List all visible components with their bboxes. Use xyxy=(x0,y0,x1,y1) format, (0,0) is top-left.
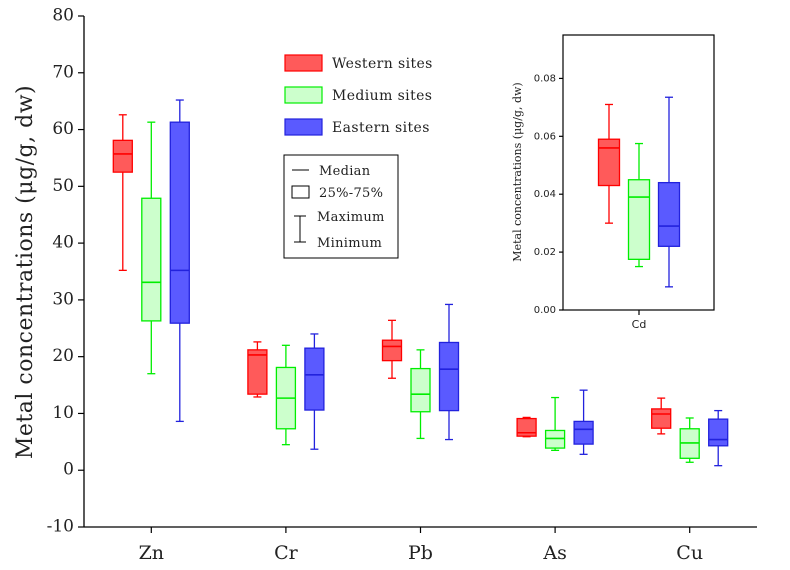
box-Cr-2 xyxy=(304,333,325,450)
y-tick-label: 30 xyxy=(52,289,74,309)
iqr-box xyxy=(544,429,566,449)
legend-swatch-medium xyxy=(284,86,323,104)
iqr-box xyxy=(304,347,325,411)
inset-y-tick-label: 0.04 xyxy=(534,189,556,200)
key-iqr-label: 25%-75% xyxy=(319,186,383,201)
y-tick-label: 70 xyxy=(52,62,74,82)
key-maximum-label: Maximum xyxy=(317,210,385,225)
iqr-box xyxy=(573,420,594,445)
legend-eastern: Eastern sites xyxy=(284,118,430,136)
y-axis-label: Metal concentrations (μg/g, dw) xyxy=(13,85,38,459)
x-tick-label: Pb xyxy=(408,542,433,564)
iqr-box xyxy=(169,121,190,324)
box-Pb-1 xyxy=(410,349,431,440)
inset-y-tick-label: 0.00 xyxy=(534,305,556,316)
iqr-box xyxy=(438,341,460,412)
main-plot: -10 0 10 20 30 40 50 60 70 80 Zn Cr Pb As Cu Metal co… xyxy=(13,6,757,564)
box-Zn-1 xyxy=(141,121,162,375)
y-tick-label: 60 xyxy=(52,119,74,139)
iqr-box xyxy=(247,349,268,395)
box-Pb-2 xyxy=(438,303,460,441)
y-tick-label: 80 xyxy=(52,6,74,26)
box-Cu-2 xyxy=(708,409,729,467)
legend-label-eastern: Eastern sites xyxy=(332,120,430,136)
inset-y-tick-label: 0.08 xyxy=(534,73,556,84)
box-Cu-1 xyxy=(679,417,700,463)
inset-box-series xyxy=(597,96,681,288)
inset-category-label: Cd xyxy=(632,318,647,331)
box-As-0 xyxy=(516,416,537,438)
key-minimum-label: Minimum xyxy=(317,236,382,251)
y-tick-label: 0 xyxy=(63,460,74,480)
x-tick-label: As xyxy=(542,542,566,564)
y-tick-label: 20 xyxy=(52,346,74,366)
legend-medium: Medium sites xyxy=(284,86,432,104)
inset-box-2 xyxy=(657,96,681,288)
box-series xyxy=(112,99,729,467)
inset-y-axis-label: Metal concentrations (μg/g, dw) xyxy=(511,82,524,261)
box-Cr-1 xyxy=(275,344,297,446)
key-median-label: Median xyxy=(319,164,371,179)
legend-western: Western sites xyxy=(284,54,433,72)
legend-swatch-western xyxy=(284,54,323,72)
x-tick-label: Zn xyxy=(139,542,164,564)
y-tick-label: -10 xyxy=(47,517,74,537)
iqr-box xyxy=(708,418,729,447)
inset-box-1 xyxy=(627,142,651,268)
inset-y-ticks: 0.00 0.02 0.04 0.06 0.08 xyxy=(534,73,563,316)
iqr-box xyxy=(651,408,672,429)
iqr-box xyxy=(381,339,403,362)
legend-label-western: Western sites xyxy=(332,56,433,72)
x-tick-label: Cu xyxy=(676,542,703,564)
box-As-2 xyxy=(573,389,594,455)
legend-label-medium: Medium sites xyxy=(332,88,432,104)
y-tick-label: 40 xyxy=(52,233,74,253)
y-tick-label: 50 xyxy=(52,176,74,196)
iqr-box xyxy=(516,417,537,437)
iqr-box xyxy=(657,181,681,247)
iqr-box xyxy=(627,179,651,260)
box-key: Median 25%-75% Maximum Minimum xyxy=(283,154,399,259)
box-Zn-2 xyxy=(169,99,190,423)
inset-y-tick-label: 0.06 xyxy=(534,131,556,142)
y-ticks: -10 0 10 20 30 40 50 60 70 80 xyxy=(47,6,84,537)
iqr-box xyxy=(410,367,431,413)
legend: Western sites Medium sites Eastern sites xyxy=(284,54,433,136)
x-tick-label: Cr xyxy=(274,542,299,564)
x-tick-labels: Zn Cr Pb As Cu xyxy=(139,527,703,564)
box-key-frame xyxy=(283,154,399,259)
box-As-1 xyxy=(544,396,566,452)
iqr-box xyxy=(597,138,621,187)
inset-plot: 0.00 0.02 0.04 0.06 0.08 Cd Metal concentrat… xyxy=(511,34,715,331)
box-Cr-0 xyxy=(247,341,268,398)
box-Pb-0 xyxy=(381,319,403,379)
y-tick-label: 10 xyxy=(52,403,74,423)
key-iqr-box xyxy=(291,185,310,199)
iqr-box xyxy=(112,139,133,173)
legend-swatch-eastern xyxy=(284,118,323,136)
inset-y-tick-label: 0.02 xyxy=(534,247,556,258)
box-Cu-0 xyxy=(651,397,672,435)
iqr-box xyxy=(141,197,162,322)
box-Zn-0 xyxy=(112,114,133,272)
inset-box-0 xyxy=(597,103,621,224)
